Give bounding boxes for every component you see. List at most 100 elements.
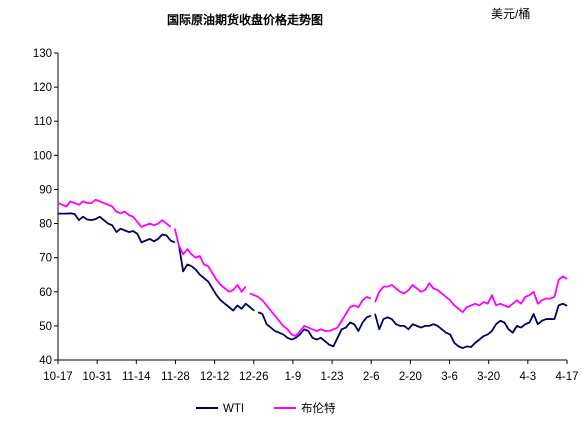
data-point-brent xyxy=(449,299,451,301)
data-point-brent xyxy=(136,221,138,223)
data-point-brent xyxy=(487,303,489,305)
data-point-brent xyxy=(82,200,84,202)
data-point-brent xyxy=(529,294,530,296)
data-point-brent xyxy=(537,303,539,305)
data-point-brent xyxy=(424,289,426,291)
data-point-brent xyxy=(362,299,363,301)
data-point-brent xyxy=(103,202,105,204)
data-point-wti xyxy=(161,234,163,235)
data-point-wti xyxy=(153,240,155,242)
data-point-wti xyxy=(508,328,509,330)
data-point-wti xyxy=(341,328,343,330)
data-point-wti xyxy=(174,241,176,243)
data-point-brent xyxy=(228,291,230,293)
data-point-brent xyxy=(433,287,434,289)
data-point-brent xyxy=(291,334,293,335)
data-point-brent xyxy=(349,306,351,308)
x-tick-label: 1-9 xyxy=(285,371,302,383)
data-point-brent xyxy=(90,202,92,204)
data-point-wti xyxy=(203,277,205,279)
data-point-wti xyxy=(349,322,351,323)
data-point-wti xyxy=(445,332,447,334)
data-point-wti xyxy=(353,323,355,325)
data-point-brent xyxy=(541,299,543,301)
data-point-brent xyxy=(520,303,522,305)
data-point-brent xyxy=(216,279,217,281)
data-point-wti xyxy=(474,342,476,344)
data-point-wti xyxy=(278,332,280,334)
data-point-wti xyxy=(224,303,226,305)
data-point-wti xyxy=(182,270,184,272)
data-point-brent xyxy=(470,305,472,306)
data-point-wti xyxy=(370,315,372,317)
data-point-brent xyxy=(107,204,109,206)
data-point-brent xyxy=(441,293,443,294)
data-point-brent xyxy=(78,204,80,206)
data-point-wti xyxy=(299,334,301,335)
y-tick-label: 110 xyxy=(34,116,52,128)
data-point-brent xyxy=(353,305,355,306)
data-point-brent xyxy=(199,255,201,257)
data-point-brent xyxy=(428,282,430,284)
data-point-brent xyxy=(65,206,67,207)
data-point-brent xyxy=(316,330,318,332)
data-point-wti xyxy=(516,325,518,327)
data-point-brent xyxy=(324,330,326,332)
data-point-wti xyxy=(416,325,418,327)
data-point-wti xyxy=(65,213,67,215)
data-point-brent xyxy=(512,303,514,305)
data-point-wti xyxy=(307,330,309,332)
x-tick-label: 10-31 xyxy=(82,371,111,383)
data-point-brent xyxy=(549,298,551,299)
data-point-brent xyxy=(453,305,455,306)
data-point-wti xyxy=(82,216,84,218)
data-point-brent xyxy=(491,294,493,296)
data-point-wti xyxy=(270,327,272,328)
data-point-wti xyxy=(61,213,63,215)
data-point-wti xyxy=(166,235,167,236)
data-point-brent xyxy=(508,306,509,308)
data-point-wti xyxy=(195,269,197,271)
data-point-wti xyxy=(95,218,96,220)
data-point-brent xyxy=(474,303,476,305)
data-point-brent xyxy=(533,291,535,293)
data-point-brent xyxy=(99,200,101,202)
data-point-wti xyxy=(186,264,188,265)
data-point-wti xyxy=(554,318,555,320)
data-point-brent xyxy=(245,286,247,288)
data-point-brent xyxy=(378,291,380,293)
data-point-brent xyxy=(383,286,384,288)
data-point-wti xyxy=(245,303,247,305)
data-point-wti xyxy=(332,345,334,347)
data-point-wti xyxy=(408,328,409,330)
data-point-wti xyxy=(383,318,384,320)
data-point-brent xyxy=(562,276,564,277)
data-point-brent xyxy=(403,293,405,294)
data-point-wti xyxy=(337,337,338,339)
data-point-wti xyxy=(499,320,501,322)
data-point-wti xyxy=(90,219,92,221)
data-point-wti xyxy=(537,323,539,325)
data-point-brent xyxy=(495,305,497,306)
data-point-wti xyxy=(253,310,255,311)
data-point-brent xyxy=(111,206,113,207)
data-point-brent xyxy=(516,299,518,301)
data-point-brent xyxy=(128,214,130,216)
data-point-brent xyxy=(295,335,297,337)
data-point-brent xyxy=(341,320,343,322)
data-point-wti xyxy=(428,325,430,327)
data-point-brent xyxy=(120,212,121,214)
data-point-wti xyxy=(116,231,117,233)
data-point-brent xyxy=(287,328,288,330)
data-point-wti xyxy=(216,294,217,296)
data-point-wti xyxy=(441,328,443,330)
data-point-wti xyxy=(520,327,522,328)
x-tick-label: 11-28 xyxy=(161,371,190,383)
data-point-brent xyxy=(366,296,368,298)
data-point-wti xyxy=(303,328,305,330)
data-point-brent xyxy=(178,245,180,247)
data-point-brent xyxy=(437,289,439,291)
y-tick-label: 40 xyxy=(39,355,52,367)
data-point-wti xyxy=(395,323,397,325)
